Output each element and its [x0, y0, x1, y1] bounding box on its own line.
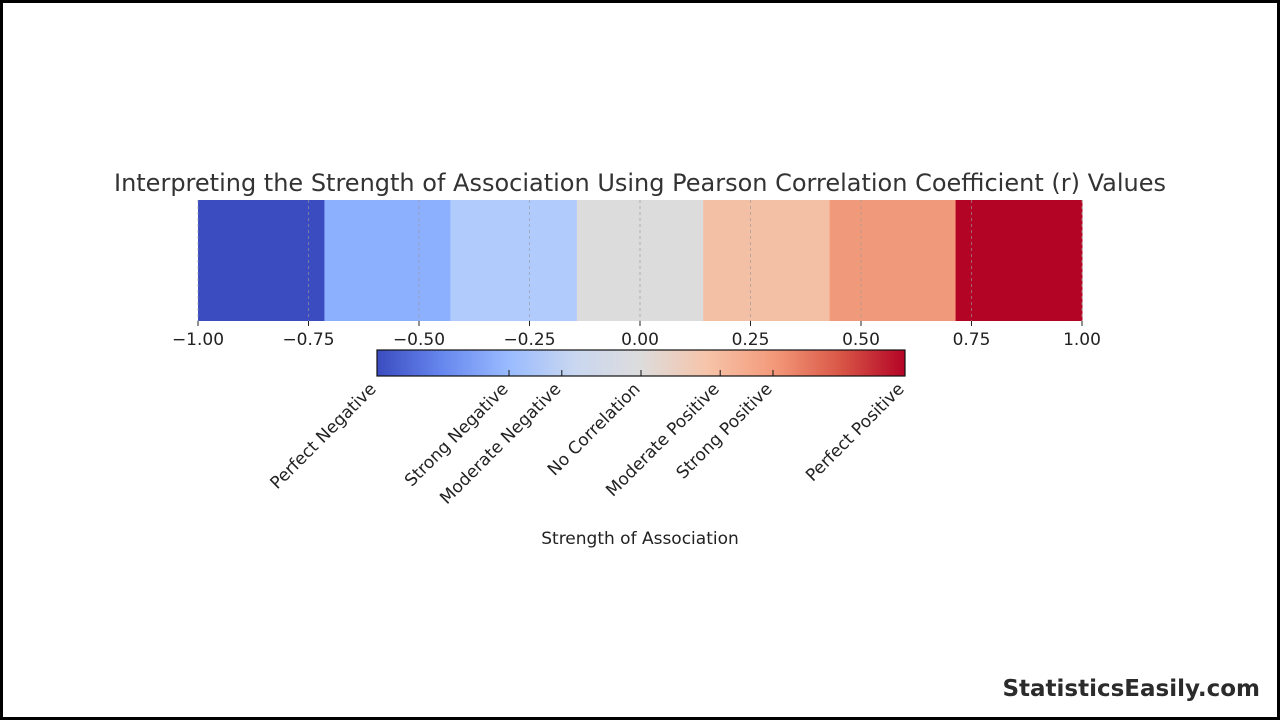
x-tick-label: 0.50 [842, 330, 880, 350]
x-tick-label: 0.00 [621, 330, 659, 350]
colorbar [376, 349, 906, 377]
category-label: Perfect Positive [802, 379, 908, 485]
x-tick-label: −0.25 [503, 330, 555, 350]
heat-band-4 [703, 200, 831, 321]
x-tick-label: −0.75 [282, 330, 334, 350]
x-tick-label: 0.25 [732, 330, 770, 350]
heat-band-5 [829, 200, 957, 321]
brand-watermark: StatisticsEasily.com [1002, 676, 1260, 702]
heat-band-0 [198, 200, 325, 321]
category-label: Strong Positive [673, 379, 777, 483]
heat-band-2 [450, 200, 578, 321]
x-tick-label: −1.00 [172, 330, 224, 350]
x-axis: −1.00 −0.75 −0.50 −0.25 0.00 0.25 0.50 0.75 1.00 [172, 321, 1101, 350]
x-tick-label: −0.50 [393, 330, 445, 350]
correlation-chart: Interpreting the Strength of Association… [114, 169, 1166, 549]
category-label: Perfect Negative [267, 379, 381, 493]
x-tick-label: 0.75 [953, 330, 991, 350]
heat-band-6 [955, 200, 1083, 321]
grid-lines [197, 200, 1083, 321]
colorbar-axis-label: Strength of Association [541, 529, 739, 549]
chart-title: Interpreting the Strength of Association… [114, 169, 1166, 197]
heat-band-1 [324, 200, 451, 321]
category-labels: Perfect Negative Strong NegativeModerate … [267, 379, 909, 508]
x-tick-label: 1.00 [1063, 330, 1101, 350]
